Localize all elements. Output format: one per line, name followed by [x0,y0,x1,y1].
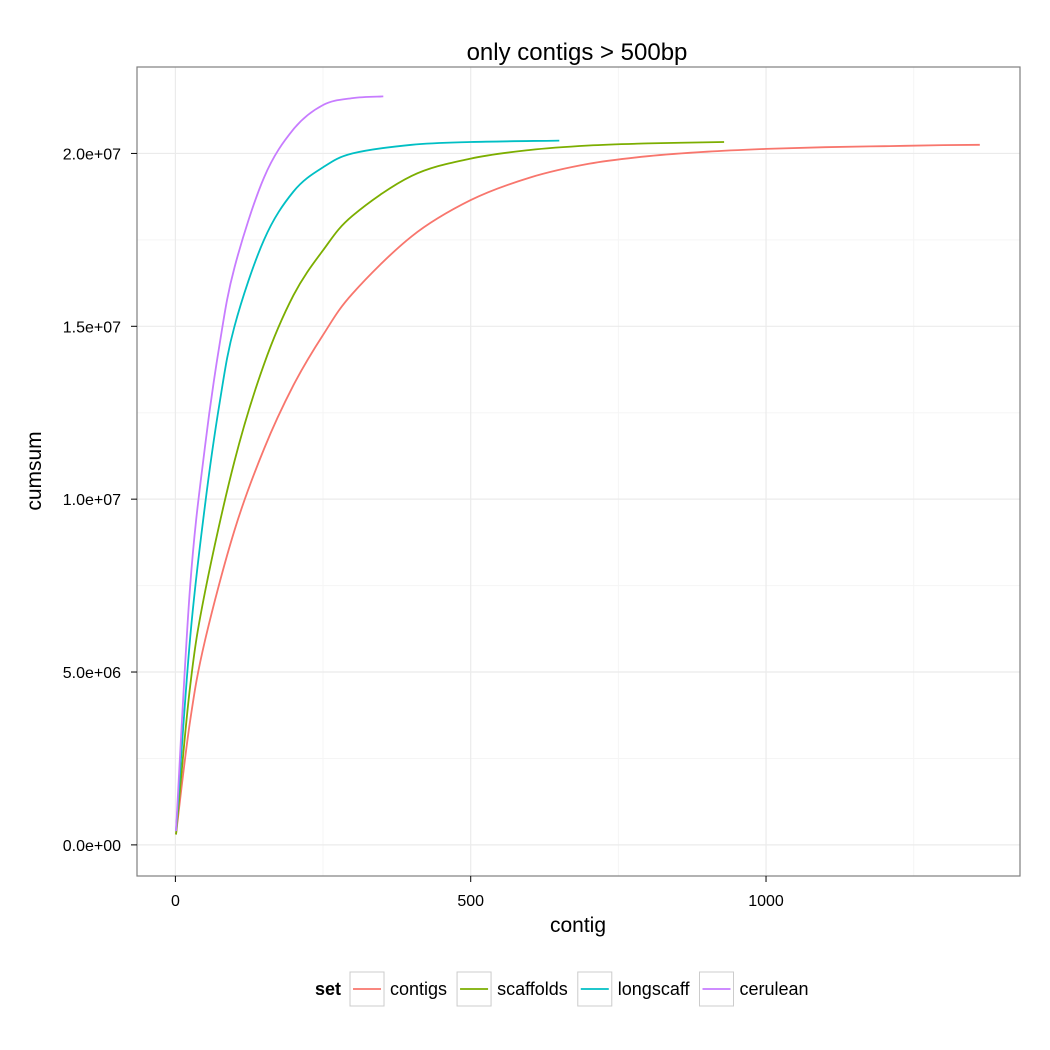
x-axis-title: contig [550,914,606,937]
y-tick-label: 5.0e+06 [63,665,121,682]
y-axis-title: cumsum [23,431,46,510]
grid [137,67,1020,876]
series-line-scaffolds [175,141,725,835]
x-tick-label: 500 [457,893,484,910]
y-tick-label: 1.0e+07 [63,492,121,509]
chart-title: only contigs > 500bp [467,39,688,66]
plot-border [136,66,1021,877]
axes: 0 500 1000 0.0e+00 5.0e+06 1.0e+07 1.5e+07 2.0e… [63,146,784,910]
series-lines [175,95,980,835]
legend: set contigs scaffolds longscaff cerulean [315,971,809,1007]
series-line-longscaff [175,139,560,832]
x-tick-label: 1000 [748,893,784,910]
legend-title: set [315,979,341,999]
y-tick-label: 2.0e+07 [63,146,121,163]
plot-panel [137,67,1020,876]
x-tick-label: 0 [171,893,180,910]
legend-label-scaffolds: scaffolds [497,979,568,999]
y-tick-label: 1.5e+07 [63,319,121,336]
legend-label-contigs: contigs [390,979,447,999]
y-tick-label: 0.0e+00 [63,838,121,855]
legend-label-cerulean: cerulean [740,979,809,999]
series-line-contigs [175,143,980,835]
series-line-cerulean [175,95,384,832]
legend-label-longscaff: longscaff [618,979,691,999]
